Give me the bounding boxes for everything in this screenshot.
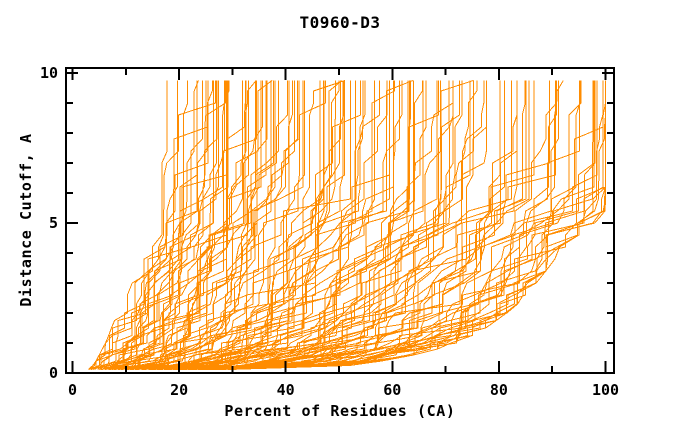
model-curve [110, 80, 247, 370]
model-curve [212, 80, 581, 370]
model-curve [165, 80, 438, 370]
model-curve [103, 80, 225, 370]
model-curve [132, 80, 341, 370]
model-curve [215, 80, 564, 370]
model-curve [112, 80, 246, 370]
model-curve [158, 80, 423, 370]
model-curve [99, 80, 230, 370]
y-tick-label: 0 [49, 364, 58, 382]
model-curve [180, 80, 487, 370]
model-curve [109, 80, 267, 370]
x-tick-label: 20 [170, 381, 188, 399]
model-curve [190, 80, 505, 370]
x-tick-label: 100 [592, 381, 619, 399]
model-curve [137, 80, 346, 370]
model-curve [200, 80, 557, 370]
model-curve [137, 80, 351, 370]
model-curve [108, 80, 258, 370]
model-curve [213, 80, 606, 370]
model-curve [189, 80, 487, 370]
model-curve [188, 80, 485, 370]
model-curve [200, 80, 557, 370]
model-curve [143, 80, 356, 370]
y-tick-label: 5 [49, 214, 58, 232]
model-curve [184, 80, 478, 370]
model-curve [131, 80, 321, 370]
x-tick-label: 80 [490, 381, 508, 399]
model-curve [125, 80, 304, 370]
model-curve [197, 80, 518, 370]
model-curve [158, 80, 376, 370]
model-curve [135, 80, 336, 370]
model-curve [189, 80, 501, 370]
model-curve [183, 80, 454, 370]
model-curve [164, 80, 394, 370]
model-curve [157, 80, 409, 370]
model-curve [182, 80, 512, 370]
model-curve [114, 80, 276, 370]
model-curve [150, 80, 395, 370]
model-curve [188, 80, 454, 370]
model-curve [134, 80, 298, 370]
model-curve [102, 80, 243, 370]
model-curve [199, 80, 527, 370]
model-curve [205, 80, 556, 370]
model-curve [187, 80, 463, 370]
model-curve [231, 80, 606, 370]
model-curve [92, 80, 189, 370]
model-curve [88, 80, 209, 370]
model-curve [149, 80, 345, 370]
model-curve [88, 80, 168, 370]
model-curve [137, 80, 340, 370]
model-curve [191, 80, 530, 370]
model-curve [101, 80, 262, 370]
model-curve [119, 80, 290, 370]
model-curve [175, 80, 454, 370]
model-curve [168, 80, 424, 370]
y-tick-label: 10 [40, 64, 58, 82]
model-curve [152, 80, 414, 370]
model-curve [216, 80, 595, 370]
model-curve [114, 80, 268, 370]
model-curve [200, 80, 518, 370]
chart-title: T0960-D3 [299, 13, 381, 32]
model-curve [100, 80, 198, 370]
model-curve [227, 80, 594, 370]
x-tick-label: 0 [68, 381, 77, 399]
model-curve [94, 80, 178, 370]
model-curve [207, 80, 598, 370]
model-curve [228, 80, 606, 370]
x-axis-label: Percent of Residues (CA) [224, 402, 456, 420]
model-curve [168, 80, 460, 370]
model-curve [104, 80, 207, 370]
model-curve [156, 80, 400, 370]
model-curve [102, 80, 219, 370]
x-tick-label: 60 [383, 381, 401, 399]
x-tick-label: 40 [277, 381, 295, 399]
model-curve [145, 80, 381, 370]
model-curve [166, 80, 427, 370]
model-curve [218, 80, 596, 370]
model-curve [191, 80, 474, 370]
model-curve [111, 80, 263, 370]
model-curve [109, 80, 279, 370]
model-curve [88, 80, 199, 370]
